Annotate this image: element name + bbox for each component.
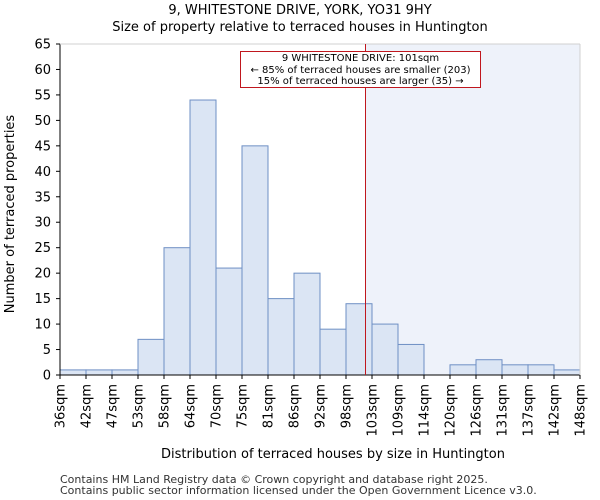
x-tick-label: 58sqm: [158, 384, 173, 428]
x-tick-label: 86sqm: [288, 384, 303, 428]
histogram-bar-47sqm: [111, 369, 139, 376]
x-tick-label: 131sqm: [496, 384, 511, 437]
y-tick-label: 25: [34, 241, 51, 256]
x-tick-label: 53sqm: [132, 384, 147, 428]
annotation-line-1: 9 WHITESTONE DRIVE: 101sqm: [281, 53, 440, 64]
histogram-bar-98sqm: [345, 303, 373, 376]
x-tick-label: 103sqm: [366, 384, 381, 437]
y-tick-label: 45: [34, 139, 51, 154]
x-tick-label: 70sqm: [210, 384, 225, 428]
histogram-bar-131sqm: [501, 364, 529, 376]
histogram-bar-53sqm: [137, 338, 165, 376]
x-tick-label: 81sqm: [262, 384, 277, 428]
footer-copyright: Contains HM Land Registry data © Crown c…: [60, 473, 488, 486]
x-tick-label: 36sqm: [54, 384, 69, 428]
y-tick-label: 55: [34, 88, 51, 103]
histogram-bar-86sqm: [293, 272, 321, 376]
histogram-bar-81sqm: [267, 298, 295, 376]
x-tick-label: 126sqm: [470, 384, 485, 437]
y-tick-label: 50: [34, 114, 51, 129]
x-tick-label: 64sqm: [184, 384, 199, 428]
x-tick-label: 142sqm: [548, 384, 563, 437]
y-axis-label: Number of terraced properties: [3, 115, 18, 314]
y-tick-label: 20: [34, 267, 51, 282]
y-tick-label: 40: [34, 165, 51, 180]
histogram-bar-126sqm: [475, 359, 503, 376]
x-tick-label: 120sqm: [444, 384, 459, 437]
x-tick-label: 47sqm: [106, 384, 121, 428]
y-tick-label: 65: [34, 38, 51, 53]
y-tick-label: 30: [34, 216, 51, 231]
x-tick-label: 98sqm: [340, 384, 355, 428]
y-tick-label: 0: [43, 369, 51, 384]
x-tick-label: 92sqm: [314, 384, 329, 428]
y-tick-label: 15: [34, 292, 51, 307]
histogram-bar-70sqm: [215, 267, 243, 376]
x-tick-label: 75sqm: [236, 384, 251, 428]
histogram-bar-142sqm: [553, 369, 581, 376]
histogram-bar-58sqm: [163, 247, 191, 376]
annotation-line-3: 15% of terraced houses are larger (35) →: [257, 76, 464, 87]
y-tick-label: 35: [34, 190, 51, 205]
histogram-bar-103sqm: [371, 323, 399, 376]
chart-title-subtitle: Size of property relative to terraced ho…: [112, 20, 488, 35]
y-tick-label: 60: [34, 63, 51, 78]
y-tick-label: 5: [43, 343, 51, 358]
histogram-bar-137sqm: [527, 364, 555, 376]
x-tick-label: 42sqm: [80, 384, 95, 428]
x-tick-label: 148sqm: [574, 384, 589, 437]
histogram-bar-64sqm: [189, 99, 217, 376]
histogram-bar-75sqm: [241, 145, 269, 376]
histogram-bar-109sqm: [397, 343, 425, 376]
chart-title-address: 9, WHITESTONE DRIVE, YORK, YO31 9HY: [168, 3, 432, 18]
histogram-bar-42sqm: [85, 369, 113, 376]
histogram-bar-36sqm: [59, 369, 87, 376]
y-tick-label: 10: [34, 318, 51, 333]
property-annotation-box: 9 WHITESTONE DRIVE: 101sqm ← 85% of terr…: [240, 51, 481, 88]
x-axis-label: Distribution of terraced houses by size …: [161, 447, 505, 462]
x-tick-label: 114sqm: [418, 384, 433, 437]
x-tick-label: 137sqm: [522, 384, 537, 437]
footer-licence: Contains public sector information licen…: [60, 484, 537, 497]
x-tick-label: 109sqm: [392, 384, 407, 437]
histogram-bar-92sqm: [319, 328, 347, 376]
larger-region-shade: [365, 44, 580, 375]
annotation-line-2: ← 85% of terraced houses are smaller (20…: [250, 64, 471, 76]
histogram-bar-120sqm: [449, 364, 477, 376]
